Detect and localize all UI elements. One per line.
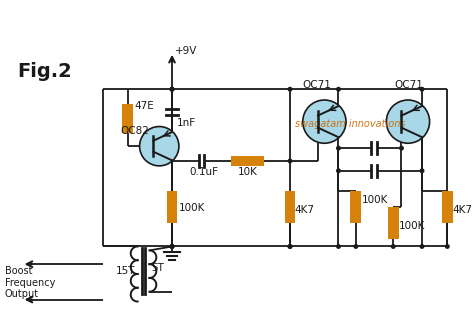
Text: 1nF: 1nF: [177, 118, 196, 128]
Circle shape: [288, 87, 292, 92]
Text: Fig.2: Fig.2: [18, 62, 73, 82]
Circle shape: [386, 100, 429, 143]
Circle shape: [336, 168, 341, 173]
Bar: [231, 156, 264, 166]
Circle shape: [288, 244, 292, 249]
Bar: [350, 191, 361, 223]
Text: 10K: 10K: [238, 167, 258, 177]
Circle shape: [288, 159, 292, 163]
Circle shape: [170, 244, 174, 249]
Circle shape: [288, 244, 292, 249]
Bar: [122, 104, 133, 133]
Bar: [284, 191, 295, 223]
Text: Boost
Frequency
Output: Boost Frequency Output: [5, 266, 55, 299]
Circle shape: [419, 168, 425, 173]
Circle shape: [139, 126, 179, 166]
Circle shape: [336, 244, 341, 249]
Text: 15T: 15T: [116, 266, 136, 276]
Circle shape: [303, 100, 346, 143]
Circle shape: [354, 244, 358, 249]
Circle shape: [170, 87, 174, 92]
Circle shape: [170, 87, 174, 92]
Bar: [442, 191, 453, 223]
Circle shape: [391, 244, 396, 249]
Circle shape: [419, 87, 425, 92]
Text: OC71: OC71: [303, 80, 332, 90]
Circle shape: [170, 244, 174, 249]
Circle shape: [336, 146, 341, 151]
Text: 5T: 5T: [151, 263, 164, 273]
Text: OC71: OC71: [394, 80, 423, 90]
Text: swagatam innovations: swagatam innovations: [295, 118, 405, 129]
Text: 4K7: 4K7: [452, 205, 472, 215]
Bar: [167, 191, 177, 223]
Circle shape: [170, 87, 174, 92]
Circle shape: [336, 87, 341, 92]
Text: 100K: 100K: [362, 195, 388, 205]
Text: OC82: OC82: [120, 126, 149, 137]
Circle shape: [399, 146, 404, 151]
Circle shape: [170, 244, 174, 249]
Text: 47E: 47E: [135, 101, 155, 111]
Text: +9V: +9V: [175, 46, 197, 56]
Text: 4K7: 4K7: [295, 205, 315, 215]
Circle shape: [445, 244, 450, 249]
Text: 100K: 100K: [179, 203, 205, 213]
Text: 100K: 100K: [399, 221, 426, 231]
Bar: [388, 207, 399, 239]
Text: 0.1uF: 0.1uF: [190, 167, 219, 177]
Circle shape: [419, 244, 425, 249]
